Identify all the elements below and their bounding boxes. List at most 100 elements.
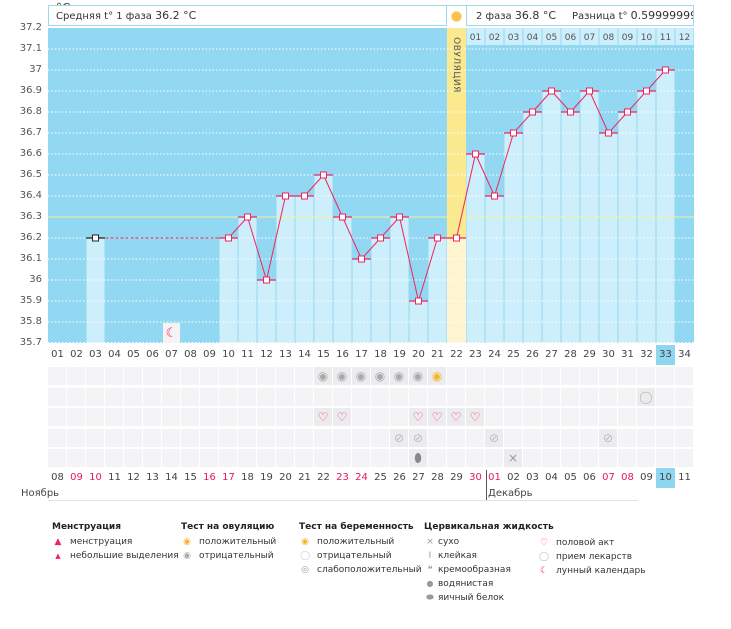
pregnancy-test-cell [48, 387, 66, 406]
cycle-day-label: 18 [374, 349, 387, 360]
negative-icon[interactable]: ◉ [393, 369, 405, 383]
pill-icon[interactable]: ⊘ [412, 430, 424, 445]
cycle-day-label: 20 [412, 349, 425, 360]
temperature-point [605, 129, 612, 137]
medication-cell: ⊘ [409, 428, 427, 447]
phase2-day-label: 09 [622, 33, 634, 43]
ovulation-test-cell [181, 367, 199, 385]
cycle-day-label: 24 [488, 349, 501, 360]
phase2-label: 2 фаза [476, 11, 512, 22]
temperature-point [662, 66, 669, 74]
cervical-cell: × [504, 449, 522, 467]
temperature-point [263, 276, 270, 284]
pregnancy-test-cell [276, 387, 294, 406]
dry-icon[interactable]: × [507, 451, 519, 465]
month-label-november: Ноябрь [21, 488, 60, 499]
pregnancy-test-cell [599, 387, 617, 406]
cycle-day-label: 31 [621, 349, 634, 360]
positive-icon[interactable]: ◉ [431, 369, 443, 383]
calendar-date-label: 20 [279, 472, 292, 483]
temperature-bar [618, 112, 637, 343]
intercourse-cell [200, 408, 218, 426]
legend-item: отрицательный [199, 551, 274, 561]
temperature-bar [428, 238, 447, 343]
pill-icon[interactable]: ⊘ [488, 430, 500, 445]
temperature-point [434, 234, 441, 242]
pregnancy-test-cell [162, 387, 180, 406]
negative-icon[interactable]: ◉ [355, 369, 367, 383]
pregnancy-negative-icon[interactable]: ◯ [639, 389, 653, 404]
pregnancy-test-cell [238, 387, 256, 406]
negative-icon[interactable]: ◉ [374, 369, 386, 383]
cervical-cell [143, 449, 161, 467]
calendar-date-label: 15 [184, 472, 197, 483]
cycle-day-label: 19 [393, 349, 406, 360]
phase2-day-label: 05 [546, 33, 557, 43]
pregnancy-test-cell [219, 387, 237, 406]
ovulation-test-cell [637, 367, 655, 385]
phase2-day-tile [618, 28, 637, 45]
pregnancy-test-cell [314, 387, 332, 406]
heart-icon[interactable]: ♡ [412, 410, 424, 424]
temperature-point [358, 255, 365, 263]
negative-icon[interactable]: ◉ [412, 369, 424, 383]
egg-white-icon[interactable]: ⬮ [414, 451, 422, 465]
diff-value: 0.59999999999999 °С [630, 9, 693, 22]
intercourse-cell [618, 408, 636, 426]
negative-icon[interactable]: ◉ [336, 369, 348, 383]
cycle-day-label: 23 [469, 349, 482, 360]
legend-item: небольшие выделения [70, 551, 179, 561]
temperature-bar [314, 175, 333, 343]
intercourse-cell: ♡ [447, 408, 465, 426]
heart-icon[interactable]: ♡ [336, 410, 348, 424]
temperature-bar [466, 154, 485, 343]
ovulation-test-cell [295, 367, 313, 385]
ovulation-test-cell: ◉ [333, 367, 351, 385]
medication-cell [257, 428, 275, 447]
intercourse-cell [276, 408, 294, 426]
heart-icon[interactable]: ♡ [469, 410, 481, 424]
phase2-day-label: 06 [565, 33, 577, 43]
intercourse-cell: ♡ [466, 408, 484, 426]
medication-cell [238, 428, 256, 447]
cycle-day-label: 12 [260, 349, 273, 360]
sticky-icon: I [428, 551, 432, 561]
negative-icon[interactable]: ◉ [317, 369, 329, 383]
medication-cell [143, 428, 161, 447]
ovulation-test-cell [162, 367, 180, 385]
calendar-date-label: 10 [89, 472, 102, 483]
intercourse-cell [523, 408, 541, 426]
temperature-point [320, 171, 327, 179]
legend-item: водянистая [438, 579, 494, 589]
heart-icon[interactable]: ♡ [317, 410, 329, 424]
calendar-date-label: 22 [317, 472, 330, 483]
cervical-cell [618, 449, 636, 467]
cervical-cell [599, 449, 617, 467]
temperature-bar [656, 70, 675, 343]
y-tick-label: 37.2 [19, 22, 42, 33]
medication-cell [504, 428, 522, 447]
medication-cell [523, 428, 541, 447]
cervical-cell [580, 449, 598, 467]
pill-icon[interactable]: ⊘ [393, 430, 405, 445]
cervical-cell [333, 449, 351, 467]
ovulation-negative-icon: ◉ [183, 551, 191, 561]
pregnancy-weak-icon: ◎ [301, 565, 309, 575]
pregnancy-test-cell [485, 387, 503, 406]
phase2-summary: 2 фаза 36.8 °С Разница t° 0.599999999999… [466, 5, 694, 26]
medication-cell: ⊘ [485, 428, 503, 447]
cervical-cell [637, 449, 655, 467]
phase1-summary: Средняя t° 1 фаза 36.2 °С [48, 5, 447, 26]
y-tick-label: 35.7 [19, 337, 42, 348]
cycle-day-label: 33 [656, 345, 675, 365]
heart-icon[interactable]: ♡ [431, 410, 443, 424]
cycle-day-label: 13 [279, 349, 292, 360]
phase2-day-label: 02 [489, 33, 500, 43]
ovulation-test-cell [523, 367, 541, 385]
legend-title: Тест на беременность [299, 522, 414, 532]
cervical-cell [48, 449, 66, 467]
pill-icon[interactable]: ⊘ [602, 430, 614, 445]
heart-icon[interactable]: ♡ [450, 410, 462, 424]
pregnancy-test-cell [675, 387, 693, 406]
medication-cell [371, 428, 389, 447]
